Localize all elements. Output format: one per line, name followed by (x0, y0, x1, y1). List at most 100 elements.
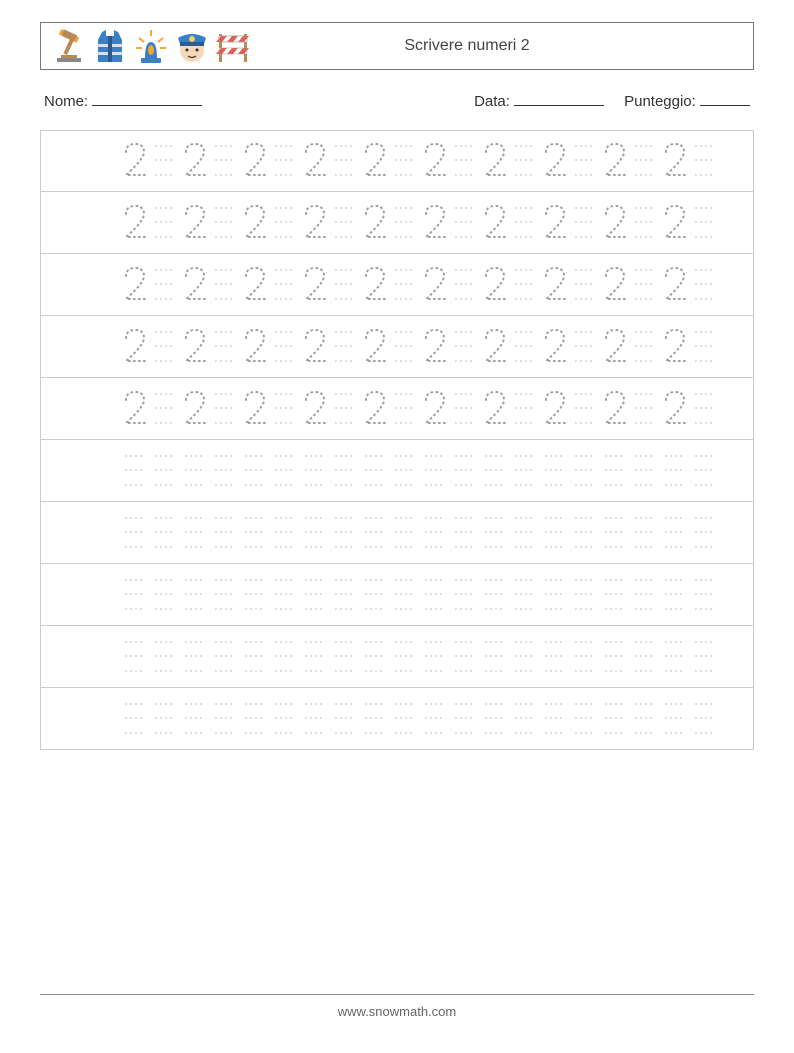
worksheet-row (40, 440, 754, 502)
guide-cell (151, 635, 181, 679)
guide-cell (331, 697, 361, 741)
guide-cell (691, 325, 721, 369)
trace-digit-cell (541, 201, 571, 245)
guide-cell (331, 635, 361, 679)
guide-cell (271, 387, 301, 431)
guide-cell (211, 635, 241, 679)
practice-cell (481, 635, 511, 679)
guide-cell (271, 201, 301, 245)
guide-cell (691, 697, 721, 741)
guide-cell (151, 511, 181, 555)
practice-cell (661, 697, 691, 741)
guide-cell (271, 325, 301, 369)
practice-cell (301, 511, 331, 555)
worksheet-row (40, 130, 754, 192)
gavel-icon (51, 28, 87, 64)
worksheet-grid (40, 130, 754, 750)
guide-cell (211, 201, 241, 245)
footer-url: www.snowmath.com (0, 1004, 794, 1019)
guide-cell (151, 263, 181, 307)
date-blank (514, 92, 604, 106)
guide-cell (271, 697, 301, 741)
guide-cell (631, 511, 661, 555)
guide-cell (211, 263, 241, 307)
trace-digit-cell (661, 139, 691, 183)
guide-cell (511, 263, 541, 307)
guide-cell (451, 511, 481, 555)
worksheet-row (40, 254, 754, 316)
guide-cell (451, 449, 481, 493)
guide-cell (511, 697, 541, 741)
guide-cell (271, 635, 301, 679)
practice-cell (241, 449, 271, 493)
practice-cell (601, 573, 631, 617)
trace-digit-cell (481, 139, 511, 183)
trace-digit-cell (121, 201, 151, 245)
practice-cell (241, 697, 271, 741)
practice-cell (541, 635, 571, 679)
header-icons (51, 28, 251, 64)
name-blank (92, 92, 202, 106)
guide-cell (211, 139, 241, 183)
guide-cell (571, 263, 601, 307)
guide-cell (451, 635, 481, 679)
practice-cell (361, 635, 391, 679)
guide-cell (211, 697, 241, 741)
practice-cell (421, 635, 451, 679)
guide-cell (391, 201, 421, 245)
trace-digit-cell (121, 263, 151, 307)
practice-cell (481, 573, 511, 617)
guide-cell (331, 263, 361, 307)
guide-cell (571, 697, 601, 741)
trace-digit-cell (301, 325, 331, 369)
worksheet-row (40, 564, 754, 626)
trace-digit-cell (541, 139, 571, 183)
trace-digit-cell (241, 325, 271, 369)
worksheet-row (40, 378, 754, 440)
practice-cell (181, 449, 211, 493)
guide-cell (631, 573, 661, 617)
trace-digit-cell (361, 201, 391, 245)
trace-digit-cell (181, 387, 211, 431)
guide-cell (271, 263, 301, 307)
guide-cell (331, 387, 361, 431)
practice-cell (601, 697, 631, 741)
guide-cell (271, 139, 301, 183)
guide-cell (331, 449, 361, 493)
guide-cell (631, 325, 661, 369)
practice-cell (661, 635, 691, 679)
date-label: Data: (474, 93, 510, 110)
practice-cell (601, 635, 631, 679)
guide-cell (691, 511, 721, 555)
guide-cell (151, 201, 181, 245)
guide-cell (271, 449, 301, 493)
guide-cell (151, 139, 181, 183)
worksheet-row (40, 502, 754, 564)
trace-digit-cell (301, 263, 331, 307)
guide-cell (151, 387, 181, 431)
trace-digit-cell (241, 201, 271, 245)
score-blank (700, 92, 750, 106)
guide-cell (571, 139, 601, 183)
guide-cell (391, 325, 421, 369)
practice-cell (181, 511, 211, 555)
guide-cell (691, 573, 721, 617)
guide-cell (391, 635, 421, 679)
trace-digit-cell (181, 263, 211, 307)
practice-cell (661, 573, 691, 617)
trace-digit-cell (361, 263, 391, 307)
practice-cell (301, 697, 331, 741)
guide-cell (331, 201, 361, 245)
guide-cell (391, 697, 421, 741)
trace-digit-cell (361, 139, 391, 183)
guide-cell (271, 573, 301, 617)
trace-digit-cell (421, 139, 451, 183)
practice-cell (481, 511, 511, 555)
guide-cell (691, 449, 721, 493)
trace-digit-cell (301, 139, 331, 183)
police-hat-icon (174, 28, 210, 64)
trace-digit-cell (241, 263, 271, 307)
guide-cell (211, 573, 241, 617)
guide-cell (571, 325, 601, 369)
guide-cell (331, 511, 361, 555)
